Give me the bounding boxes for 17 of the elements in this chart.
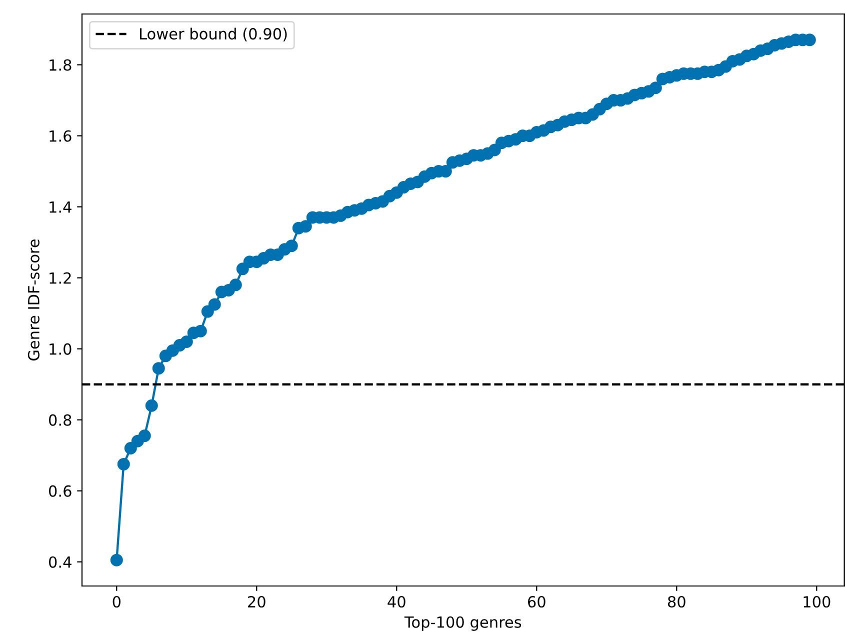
legend-label: Lower bound (0.90) [140,28,287,42]
y-tick-label: 1.0 [50,343,72,355]
y-tick-label: 0.4 [48,556,72,568]
y-axis-title: Genre IDF-score [28,239,40,361]
x-tick-label: 60 [528,596,546,608]
y-tick-label: 1.2 [50,272,71,284]
x-tick-label: 40 [388,596,406,608]
x-tick-label: 0 [112,596,120,608]
y-tick-label: 1.6 [50,130,72,142]
x-tick-label: 100 [804,596,830,608]
x-axis-title: Top-100 genres [404,616,522,631]
y-tick-label: 1.8 [50,59,72,71]
y-tick-label: 0.6 [48,485,72,497]
x-tick-label: 80 [668,596,686,608]
y-tick-label: 0.8 [48,414,72,426]
x-tick-label: 20 [248,596,266,608]
y-tick-label: 1.4 [50,201,72,213]
